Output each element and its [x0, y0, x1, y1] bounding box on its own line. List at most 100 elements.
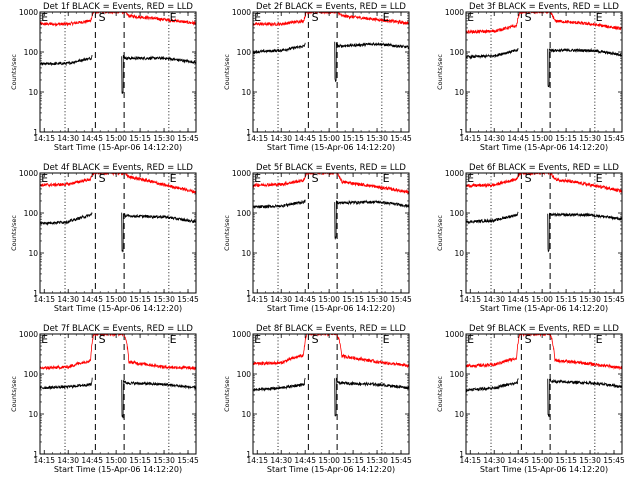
x-tick-label: 15:45	[390, 134, 412, 143]
phase-marker-label: E	[596, 11, 603, 24]
series-line-lld	[253, 334, 409, 369]
y-axis-label: Counts/sec	[223, 376, 231, 412]
x-tick-label: 14:30	[483, 456, 505, 465]
plot-frame	[39, 333, 197, 455]
x-tick-label: 14:45	[294, 295, 316, 304]
x-tick-label: 15:00	[318, 295, 340, 304]
y-tick-label: 1	[459, 289, 464, 298]
x-tick-label: 15:30	[153, 295, 175, 304]
phase-marker-label: E	[254, 172, 261, 185]
series-line-events	[40, 55, 196, 94]
x-tick-label: 14:30	[270, 295, 292, 304]
chart-title: Det 3f BLACK = Events, RED = LLD	[469, 2, 619, 12]
y-tick-label: 1	[33, 450, 38, 459]
x-tick-label: 15:30	[579, 134, 601, 143]
x-tick-label: 14:30	[57, 295, 79, 304]
x-tick-label: 14:30	[483, 134, 505, 143]
x-tick-label: 14:15	[246, 456, 268, 465]
x-tick-label: 15:45	[177, 134, 199, 143]
x-tick-label: 15:00	[318, 456, 340, 465]
x-axis-label: Start Time (15-Apr-06 14:12:20)	[54, 304, 182, 313]
chart-panel-5: Det 5f BLACK = Events, RED = LLD 1 10 100 10…	[223, 163, 412, 313]
series-line-lld	[253, 12, 409, 27]
chart-title: Det 2f BLACK = Events, RED = LLD	[256, 2, 406, 12]
plot-frame	[252, 172, 410, 294]
x-tick-label: 15:00	[105, 295, 127, 304]
x-tick-label: 15:45	[177, 295, 199, 304]
x-tick-label: 15:45	[390, 456, 412, 465]
series-line-lld	[466, 334, 622, 371]
x-tick-label: 14:30	[483, 295, 505, 304]
y-tick-label: 100	[24, 370, 39, 379]
x-tick-label: 14:45	[294, 456, 316, 465]
x-axis-label: Start Time (15-Apr-06 14:12:20)	[480, 143, 608, 152]
y-tick-label: 1000	[232, 169, 251, 178]
y-tick-label: 100	[450, 209, 465, 218]
plot-frame	[465, 172, 623, 294]
y-tick-label: 1	[33, 128, 38, 137]
x-tick-label: 14:30	[270, 456, 292, 465]
x-tick-label: 15:15	[342, 134, 364, 143]
chart-title: Det 1f BLACK = Events, RED = LLD	[43, 2, 193, 12]
x-tick-label: 14:15	[459, 456, 481, 465]
x-tick-label: 15:30	[153, 134, 175, 143]
phase-marker-label: E	[41, 333, 48, 346]
y-tick-label: 1000	[19, 169, 38, 178]
series-line-lld	[40, 12, 196, 27]
x-axis-label: Start Time (15-Apr-06 14:12:20)	[267, 304, 395, 313]
x-tick-label: 15:00	[105, 456, 127, 465]
x-axis-label: Start Time (15-Apr-06 14:12:20)	[54, 143, 182, 152]
chart-panel-9: Det 9f BLACK = Events, RED = LLD 1 10 100 10…	[436, 324, 625, 474]
phase-marker-label: S	[525, 172, 532, 185]
phase-marker-label: E	[596, 333, 603, 346]
phase-marker-label: S	[525, 333, 532, 346]
chart-panel-3: Det 3f BLACK = Events, RED = LLD 1 10 100 10…	[436, 2, 625, 152]
x-tick-label: 14:45	[81, 295, 103, 304]
x-tick-label: 15:15	[342, 456, 364, 465]
x-tick-label: 15:00	[105, 134, 127, 143]
chart-title: Det 4f BLACK = Events, RED = LLD	[43, 163, 193, 173]
x-tick-label: 14:15	[33, 134, 55, 143]
y-tick-label: 10	[454, 410, 464, 419]
series-line-events	[40, 377, 196, 419]
y-tick-label: 1000	[445, 330, 464, 339]
x-tick-label: 14:15	[246, 134, 268, 143]
y-tick-label: 10	[454, 249, 464, 258]
y-tick-label: 100	[237, 209, 252, 218]
series-line-events	[466, 47, 622, 88]
x-tick-label: 15:45	[603, 134, 625, 143]
series-line-lld	[253, 173, 409, 195]
y-axis-label: Counts/sec	[10, 376, 18, 412]
chart-title: Det 8f BLACK = Events, RED = LLD	[256, 324, 406, 334]
y-tick-label: 10	[28, 88, 38, 97]
series-line-events	[466, 378, 622, 418]
series-line-events	[253, 377, 409, 417]
x-axis-label: Start Time (15-Apr-06 14:12:20)	[54, 465, 182, 474]
series-line-events	[40, 211, 196, 253]
plot-frame	[39, 11, 197, 133]
y-axis-label: Counts/sec	[436, 376, 444, 412]
chart-panel-6: Det 6f BLACK = Events, RED = LLD 1 10 100 10…	[436, 163, 625, 313]
series-line-events	[253, 199, 409, 240]
y-tick-label: 1000	[232, 8, 251, 17]
x-tick-label: 14:45	[507, 134, 529, 143]
x-tick-label: 14:15	[246, 295, 268, 304]
y-tick-label: 100	[237, 48, 252, 57]
x-axis-label: Start Time (15-Apr-06 14:12:20)	[267, 143, 395, 152]
phase-marker-label: E	[254, 333, 261, 346]
phase-marker-label: E	[170, 172, 177, 185]
y-tick-label: 10	[241, 88, 251, 97]
y-tick-label: 10	[28, 410, 38, 419]
chart-panel-1: Det 1f BLACK = Events, RED = LLD 1 10 100 10…	[10, 2, 199, 152]
x-tick-label: 15:45	[603, 456, 625, 465]
plot-frame	[252, 11, 410, 133]
series-line-events	[466, 211, 622, 253]
x-tick-label: 15:15	[555, 456, 577, 465]
x-tick-label: 14:45	[507, 295, 529, 304]
phase-marker-label: S	[99, 333, 106, 346]
y-tick-label: 10	[241, 410, 251, 419]
y-tick-label: 100	[450, 370, 465, 379]
phase-marker-label: S	[312, 172, 319, 185]
x-tick-label: 15:15	[129, 295, 151, 304]
